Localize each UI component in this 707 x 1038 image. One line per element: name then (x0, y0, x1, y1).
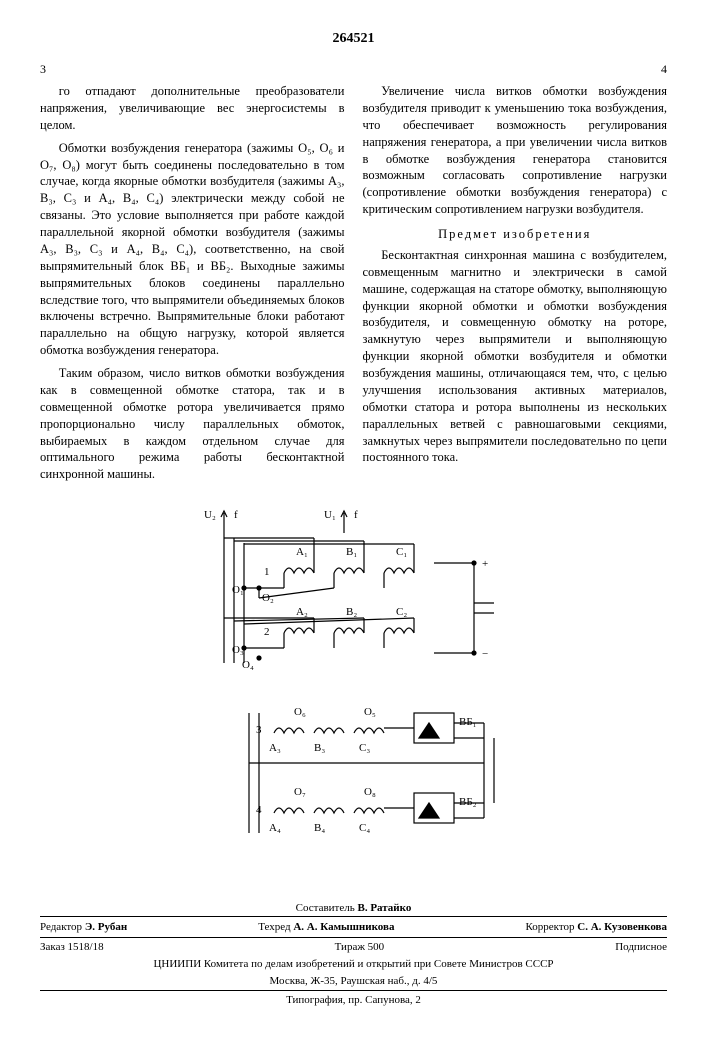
svg-text:+: + (482, 558, 488, 570)
tech-name: А. А. Камышникова (293, 921, 394, 933)
para: Обмотки возбуждения генератора (зажимы О… (40, 140, 345, 359)
svg-text:B₄: B₄ (314, 822, 325, 834)
page-left: 3 (40, 61, 46, 77)
page-numbers: 3 4 (40, 61, 667, 77)
svg-text:C₂: C₂ (396, 606, 407, 618)
addr-line: Москва, Ж-35, Раушская наб., д. 4/5 (40, 974, 667, 989)
svg-text:B₂: B₂ (346, 606, 357, 618)
document-number: 264521 (40, 30, 667, 49)
svg-text:f: f (234, 509, 238, 521)
svg-text:C₄: C₄ (359, 822, 370, 834)
editor-name: Э. Рубан (85, 921, 127, 933)
para: го отпадают дополнительные преобразовате… (40, 83, 345, 134)
typography-line: Типография, пр. Сапунова, 2 (40, 993, 667, 1008)
svg-text:C₃: C₃ (359, 742, 370, 754)
svg-text:A₃: A₃ (269, 742, 281, 754)
svg-text:1: 1 (264, 566, 270, 578)
order-number: Заказ 1518/18 (40, 940, 104, 955)
svg-text:ВБ₂: ВБ₂ (459, 796, 477, 808)
svg-text:2: 2 (264, 626, 270, 638)
editor-label: Редактор (40, 921, 82, 933)
right-column: Увеличение числа витков обмотки возбужде… (363, 83, 668, 489)
svg-text:U₂: U₂ (204, 509, 216, 521)
claim-title: Предмет изобретения (363, 226, 668, 243)
footer: Составитель В. Ратайко Редактор Э. Рубан… (40, 901, 667, 1008)
svg-text:U₁: U₁ (324, 509, 336, 521)
org-line: ЦНИИПИ Комитета по делам изобретений и о… (40, 957, 667, 972)
svg-text:A₁: A₁ (296, 546, 308, 558)
schematic-figure: U₂ f U₁ f A₁ B₁ C₁ 1 O₁ O₂ A₂ B₂ C₂ 2 (174, 503, 534, 883)
para: Бесконтактная синхронная машина с возбуд… (363, 247, 668, 466)
svg-text:O₆: O₆ (294, 706, 306, 718)
compiler-label: Составитель (296, 902, 355, 914)
tirazh: Тираж 500 (335, 940, 385, 955)
subscription: Подписное (615, 940, 667, 955)
svg-text:B₃: B₃ (314, 742, 325, 754)
svg-text:O₅: O₅ (364, 706, 376, 718)
para: Таким образом, число витков обмотки возб… (40, 365, 345, 483)
svg-text:−: − (482, 648, 488, 660)
page-right: 4 (661, 61, 667, 77)
svg-text:B₁: B₁ (346, 546, 357, 558)
svg-text:O₈: O₈ (364, 786, 376, 798)
svg-text:f: f (354, 509, 358, 521)
corrector-name: С. А. Кузовенкова (577, 921, 667, 933)
svg-text:A₂: A₂ (296, 606, 308, 618)
svg-text:O₇: O₇ (294, 786, 306, 798)
svg-text:A₄: A₄ (269, 822, 281, 834)
corrector-label: Корректор (526, 921, 575, 933)
text-columns: го отпадают дополнительные преобразовате… (40, 83, 667, 489)
tech-label: Техред (258, 921, 290, 933)
svg-text:ВБ₁: ВБ₁ (459, 716, 477, 728)
para: Увеличение числа витков обмотки возбужде… (363, 83, 668, 218)
compiler-name: В. Ратайко (358, 902, 412, 914)
left-column: го отпадают дополнительные преобразовате… (40, 83, 345, 489)
svg-text:O₂: O₂ (262, 592, 274, 604)
svg-text:C₁: C₁ (396, 546, 407, 558)
